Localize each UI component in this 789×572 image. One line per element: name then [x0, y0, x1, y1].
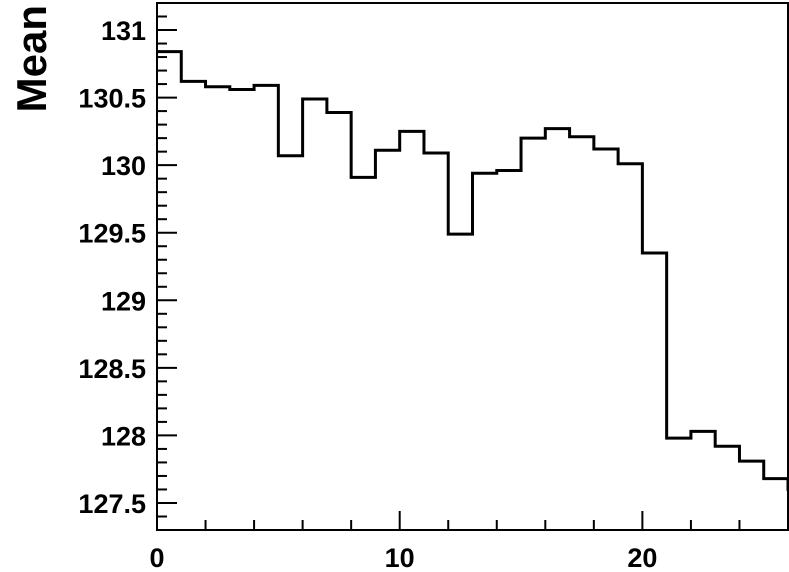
y-tick-label: 128: [101, 421, 146, 451]
y-axis-ticks: [157, 2, 177, 531]
x-tick-label: 10: [385, 543, 415, 572]
y-tick-label: 130: [101, 151, 146, 181]
histogram-series-line: [157, 50, 789, 491]
x-axis-tick-labels: 0 10 20: [149, 543, 657, 572]
x-tick-label: 20: [627, 543, 657, 572]
y-tick-label: 129.5: [78, 219, 146, 249]
y-tick-label: 128.5: [78, 354, 146, 384]
y-tick-label: 130.5: [78, 84, 146, 114]
plot-frame: [156, 2, 789, 531]
y-axis-tick-labels: 127.5 128 128.5 129 129.5 130 130.5 131: [78, 16, 146, 519]
y-tick-label: 129: [101, 286, 146, 316]
x-axis-ticks: [156, 511, 789, 530]
x-tick-label: 0: [149, 543, 164, 572]
y-tick-label: 131: [101, 16, 146, 46]
y-axis-label: Mean: [8, 5, 55, 112]
y-tick-label: 127.5: [78, 489, 146, 519]
